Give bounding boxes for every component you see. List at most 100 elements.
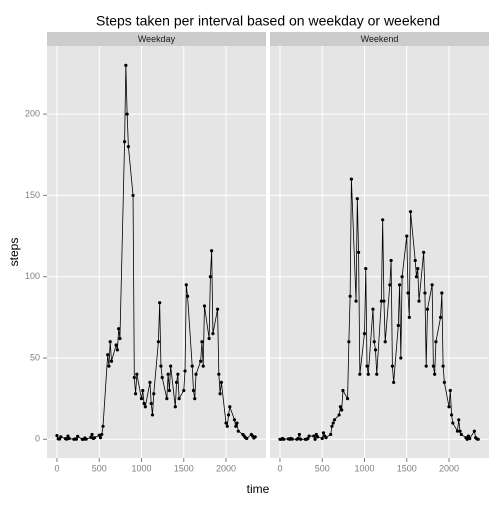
data-point bbox=[152, 392, 156, 396]
x-tick-label: 500 bbox=[92, 463, 107, 473]
data-point bbox=[354, 299, 358, 303]
x-axis-label: time bbox=[247, 482, 270, 496]
data-point bbox=[226, 413, 231, 417]
x-tick-label: 500 bbox=[315, 463, 330, 473]
data-point bbox=[107, 364, 111, 368]
data-point bbox=[182, 388, 186, 393]
data-point bbox=[156, 340, 161, 344]
data-point bbox=[329, 432, 333, 437]
data-point bbox=[340, 408, 344, 412]
data-point bbox=[314, 432, 318, 437]
data-point bbox=[191, 388, 196, 393]
data-point bbox=[347, 340, 351, 344]
y-tick-label: 150 bbox=[25, 190, 40, 200]
data-point bbox=[65, 437, 69, 441]
data-point bbox=[199, 359, 203, 363]
data-point bbox=[185, 294, 190, 298]
chart-title: Steps taken per interval based on weekda… bbox=[96, 13, 440, 29]
data-point bbox=[321, 431, 326, 435]
data-point bbox=[373, 348, 378, 352]
data-point bbox=[210, 249, 214, 253]
data-point bbox=[442, 380, 446, 384]
data-point bbox=[315, 435, 320, 439]
data-point bbox=[67, 436, 71, 441]
data-point bbox=[90, 432, 94, 437]
data-point bbox=[441, 364, 445, 368]
x-tick-label: 0 bbox=[54, 463, 59, 473]
data-point bbox=[118, 336, 122, 341]
data-point bbox=[190, 364, 194, 368]
data-point bbox=[407, 315, 411, 319]
data-point bbox=[117, 327, 121, 331]
data-point bbox=[174, 380, 179, 384]
data-point bbox=[306, 436, 310, 441]
data-point bbox=[430, 283, 434, 287]
data-point bbox=[348, 294, 352, 298]
strip-background bbox=[47, 32, 266, 46]
data-point bbox=[92, 436, 97, 440]
data-point bbox=[465, 437, 469, 441]
strip-background bbox=[270, 32, 489, 46]
data-point bbox=[201, 364, 205, 368]
data-point bbox=[400, 275, 404, 279]
data-point bbox=[100, 432, 104, 437]
data-point bbox=[225, 424, 229, 428]
data-point bbox=[245, 436, 249, 441]
data-point bbox=[447, 405, 451, 409]
data-point bbox=[167, 388, 171, 393]
data-point bbox=[236, 429, 240, 433]
data-point bbox=[332, 418, 337, 422]
data-point bbox=[405, 234, 409, 238]
data-point bbox=[389, 258, 393, 263]
data-point bbox=[122, 140, 127, 144]
data-point bbox=[76, 434, 80, 438]
data-point bbox=[253, 435, 257, 439]
data-point bbox=[337, 413, 341, 417]
data-point bbox=[173, 405, 177, 409]
data-point bbox=[66, 434, 70, 438]
data-point bbox=[115, 348, 120, 352]
data-point bbox=[364, 266, 368, 271]
data-point bbox=[341, 388, 345, 393]
x-tick-label: 1000 bbox=[354, 463, 374, 473]
x-tick-label: 0 bbox=[277, 463, 282, 473]
data-point bbox=[371, 307, 375, 311]
data-point bbox=[184, 283, 188, 287]
data-point bbox=[388, 283, 392, 287]
data-point bbox=[296, 436, 300, 441]
data-point bbox=[408, 210, 413, 214]
data-point bbox=[345, 397, 350, 401]
data-point bbox=[139, 397, 144, 401]
data-point bbox=[424, 364, 428, 368]
data-point bbox=[101, 424, 105, 428]
data-point bbox=[202, 304, 207, 308]
data-point bbox=[440, 291, 444, 295]
data-point bbox=[84, 437, 88, 441]
data-point bbox=[299, 437, 303, 441]
data-point bbox=[466, 434, 471, 438]
data-point bbox=[193, 397, 197, 401]
data-point bbox=[132, 375, 136, 380]
data-point bbox=[320, 436, 324, 441]
data-point bbox=[55, 433, 59, 438]
data-point bbox=[383, 340, 387, 344]
data-point bbox=[232, 418, 237, 422]
data-point bbox=[224, 421, 228, 425]
data-point bbox=[457, 418, 461, 422]
data-point bbox=[215, 307, 220, 311]
panel-background bbox=[47, 46, 266, 458]
data-point bbox=[312, 434, 316, 438]
data-point bbox=[458, 429, 462, 433]
x-tick-label: 1000 bbox=[131, 463, 151, 473]
data-point bbox=[449, 413, 454, 417]
data-point bbox=[177, 397, 181, 401]
data-point bbox=[422, 250, 426, 254]
data-point bbox=[97, 433, 101, 437]
data-point bbox=[476, 437, 480, 441]
data-point bbox=[381, 218, 385, 222]
data-point bbox=[219, 380, 223, 384]
data-point bbox=[126, 145, 130, 149]
data-point bbox=[379, 299, 384, 303]
data-point bbox=[382, 299, 386, 303]
